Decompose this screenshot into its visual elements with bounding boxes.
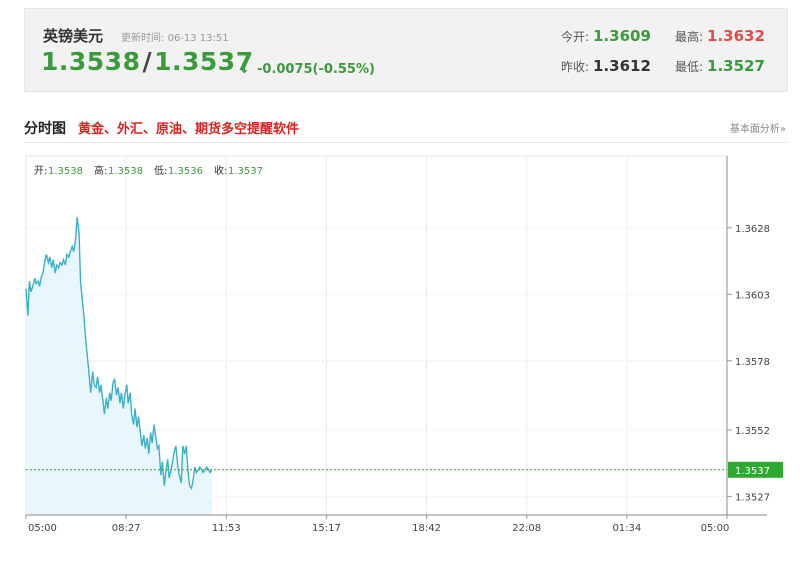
low-value: 1.3527 xyxy=(707,57,765,75)
instrument-name: 英镑美元 xyxy=(43,27,104,45)
chart-svg[interactable]: 05:00 08:27 11:53 15:17 18:42 22:08 01:34 05:00… xyxy=(0,144,800,559)
prev-close-stat: 昨收: 1.3612 xyxy=(561,57,651,75)
quote-panel: 英镑美元 更新时间: 06-13 13:51 1.3538/1.3537 ↓ -… xyxy=(24,8,788,92)
ohlc-value: 1.3538 xyxy=(48,166,83,177)
x-tick-label: 15:17 xyxy=(312,523,341,534)
x-tick-label: 01:34 xyxy=(612,523,641,534)
price-area-fill xyxy=(26,217,212,515)
ohlc-value: 1.3537 xyxy=(228,166,263,177)
x-tick-label: 11:53 xyxy=(212,523,241,534)
y-tick-label: 1.3603 xyxy=(735,290,770,301)
price-separator: / xyxy=(142,47,153,76)
prev-close-label: 昨收: xyxy=(561,60,590,74)
x-tick-label: 05:00 xyxy=(701,523,730,534)
ohlc-label: 开: xyxy=(34,166,47,177)
section-divider xyxy=(24,142,788,143)
update-time: 更新时间: 06-13 13:51 xyxy=(121,29,229,44)
ohlc-label: 高: xyxy=(94,164,107,177)
section-title: 分时图 xyxy=(24,121,66,137)
open-stat: 今开: 1.3609 xyxy=(561,27,651,45)
x-tick-label: 08:27 xyxy=(112,523,141,534)
y-tick-label: 1.3628 xyxy=(735,224,770,235)
y-tick-label: 1.3552 xyxy=(735,426,770,437)
x-tick-label: 18:42 xyxy=(412,523,441,534)
open-value: 1.3609 xyxy=(593,27,651,45)
high-label: 最高: xyxy=(675,30,704,44)
alert-software-link[interactable]: 黄金、外汇、原油、期货多空提醒软件 xyxy=(78,122,300,137)
x-tick-label: 22:08 xyxy=(512,523,541,534)
price-line xyxy=(25,217,213,491)
ohlc-value: 1.3538 xyxy=(108,166,143,177)
ohlc-value: 1.3536 xyxy=(168,166,203,177)
ohlc-label: 收: xyxy=(214,164,227,177)
update-time-value: 06-13 13:51 xyxy=(167,33,229,44)
high-value: 1.3632 xyxy=(707,27,765,45)
ohlc-readout: 开: 1.3538 高: 1.3538 低: 1.3536 收: 1.3537 xyxy=(34,164,263,177)
chart-area xyxy=(25,217,727,515)
down-arrow-icon: ↓ xyxy=(239,62,250,77)
fundamental-analysis-link[interactable]: 基本面分析» xyxy=(729,124,786,135)
current-price-label: 1.3537 xyxy=(735,466,770,477)
bid-price: 1.3538 xyxy=(41,47,141,76)
ohlc-label: 低: xyxy=(154,164,167,177)
prev-close-value: 1.3612 xyxy=(593,57,651,75)
chart-axes: 05:00 08:27 11:53 15:17 18:42 22:08 01:34 05:00… xyxy=(25,156,783,534)
current-price-tag xyxy=(728,461,783,478)
bid-ask-price: 1.3538/1.3537 xyxy=(41,47,254,76)
price-change: -0.0075(-0.55%) xyxy=(257,62,375,77)
low-stat: 最低: 1.3527 xyxy=(675,57,765,75)
intraday-chart[interactable]: 05:00 08:27 11:53 15:17 18:42 22:08 01:34 05:00… xyxy=(0,144,800,563)
x-tick-label: 05:00 xyxy=(28,523,57,534)
open-label: 今开: xyxy=(561,30,590,44)
y-tick-label: 1.3527 xyxy=(735,492,770,503)
y-tick-label: 1.3578 xyxy=(735,357,770,368)
update-time-label: 更新时间: xyxy=(121,33,165,44)
ask-price: 1.3537 xyxy=(154,47,254,76)
low-label: 最低: xyxy=(675,60,704,74)
high-stat: 最高: 1.3632 xyxy=(675,27,765,45)
